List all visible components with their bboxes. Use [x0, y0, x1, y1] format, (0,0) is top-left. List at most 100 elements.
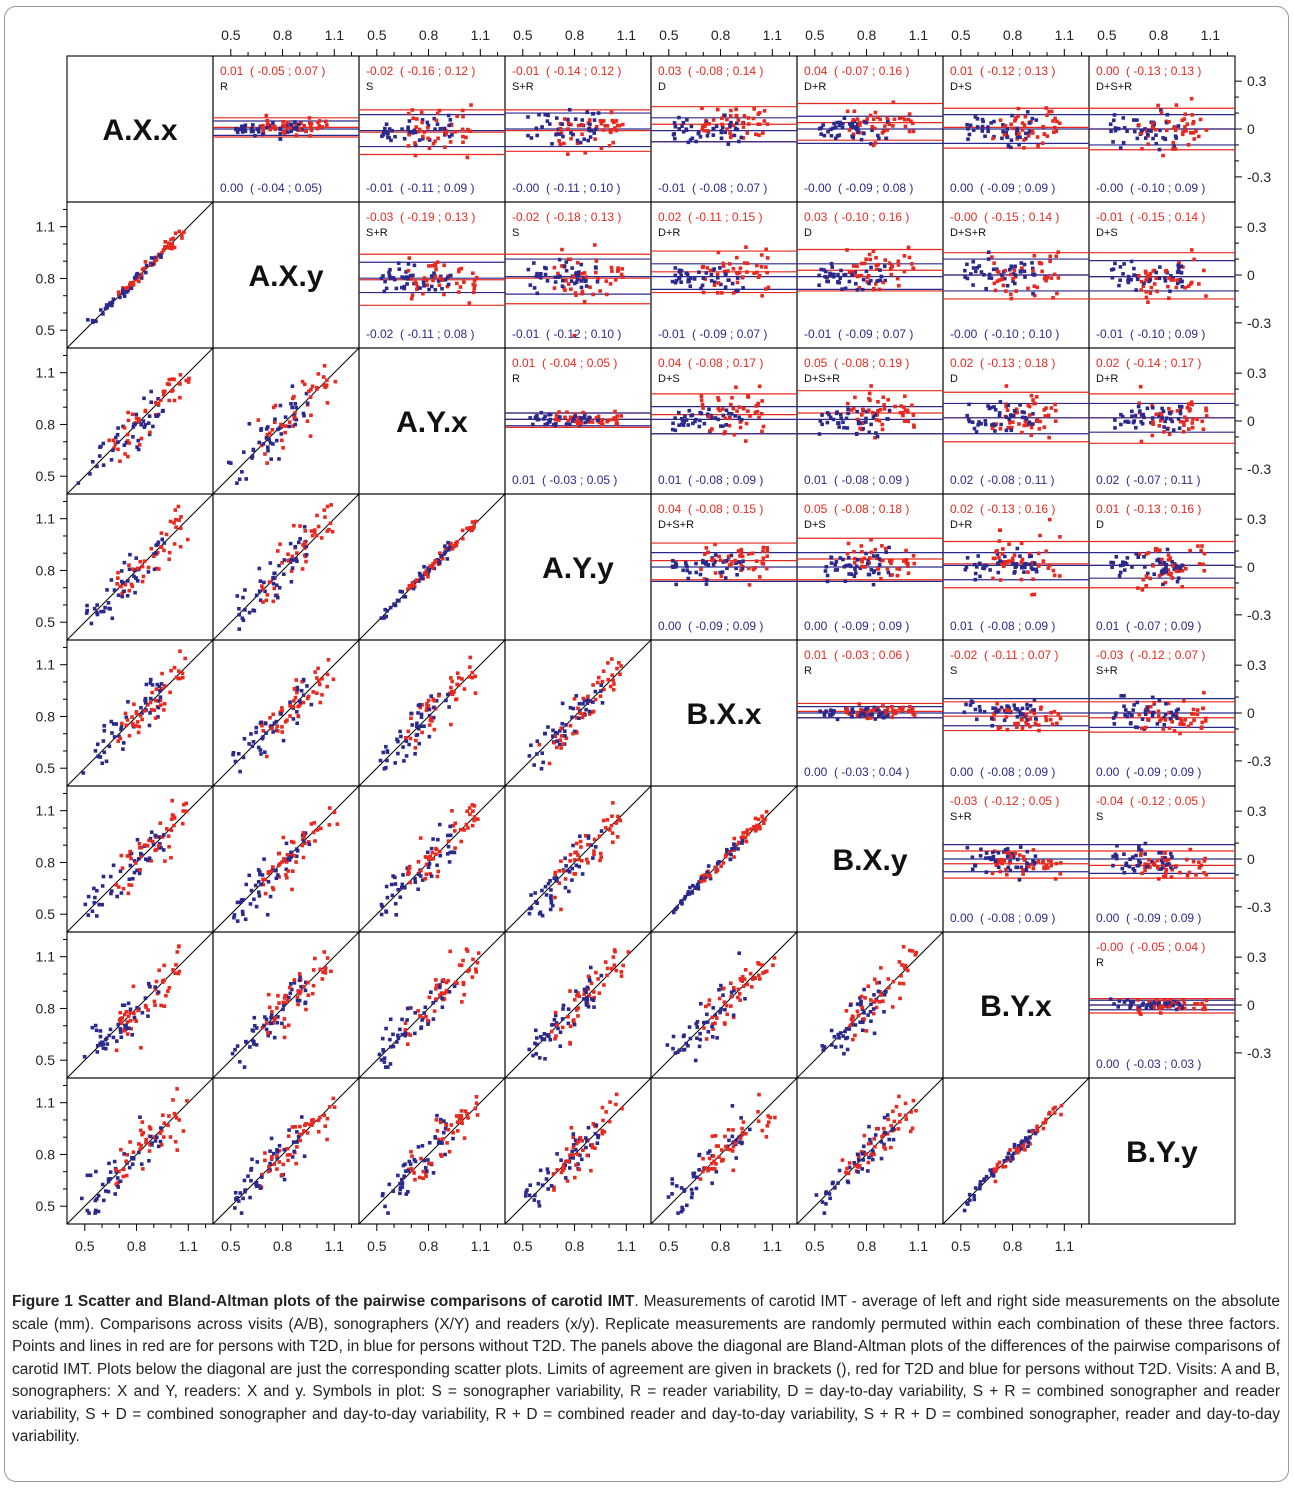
scatter-point [885, 1113, 890, 1117]
scatter-point [732, 836, 737, 841]
difference-point [992, 405, 996, 409]
scatter-point [1016, 1148, 1020, 1153]
scatter-point [463, 1109, 468, 1113]
scatter-point [568, 852, 573, 857]
difference-point [559, 131, 564, 136]
scatter-point [147, 723, 152, 728]
scatter-point [172, 1111, 177, 1116]
difference-point [1163, 269, 1168, 274]
difference-point [383, 279, 387, 284]
scatter-point [399, 885, 404, 890]
difference-point [972, 426, 977, 431]
difference-point [1134, 288, 1138, 292]
scatter-point [259, 882, 263, 887]
scatter-point [274, 868, 278, 873]
scatter-point [557, 742, 562, 747]
scatter-point [559, 907, 563, 912]
scatter-point [263, 721, 268, 726]
scatter-panel [358, 639, 506, 787]
scatter-point [547, 761, 552, 766]
scatter-point [546, 1187, 550, 1191]
difference-point [1014, 289, 1019, 293]
difference-point [390, 128, 394, 133]
scatter-point [264, 1027, 269, 1032]
scatter-point [449, 685, 453, 690]
scatter-point [434, 983, 439, 988]
difference-point [379, 276, 384, 281]
scatter-point [273, 1016, 278, 1020]
x-tick-label: 1.1 [617, 1238, 637, 1254]
right-tick-label: 0.3 [1247, 73, 1267, 89]
top-tick-label: 1.1 [325, 27, 345, 43]
scatter-point [473, 691, 478, 695]
scatter-point [110, 303, 114, 308]
scatter-point [1026, 1140, 1031, 1144]
scatter-point [159, 398, 163, 403]
scatter-point [866, 984, 871, 988]
scatter-point [427, 568, 432, 573]
scatter-point [568, 723, 573, 728]
difference-point [1120, 414, 1125, 419]
difference-point [294, 127, 299, 131]
difference-point [690, 136, 695, 141]
scatter-point [581, 696, 586, 701]
difference-point [705, 133, 710, 138]
difference-point [875, 279, 879, 283]
difference-point [727, 411, 731, 416]
difference-point [902, 117, 907, 122]
scatter-point [301, 831, 306, 835]
scatter-point [142, 559, 147, 564]
difference-point [1139, 288, 1143, 292]
scatter-point [265, 912, 270, 917]
scatter-point [115, 581, 119, 586]
x-tick-label: 0.5 [659, 1238, 679, 1254]
scatter-point [278, 862, 282, 866]
difference-point [582, 299, 587, 304]
scatter-point [994, 1167, 998, 1172]
scatter-point [396, 739, 400, 744]
scatter-point [758, 826, 762, 831]
scatter-point [136, 417, 141, 421]
difference-point [461, 114, 465, 119]
scatter-point [324, 383, 329, 387]
scatter-point [112, 735, 117, 739]
scatter-point [404, 1192, 409, 1196]
scatter-point [856, 1158, 861, 1162]
scatter-point [380, 904, 385, 909]
difference-point [1004, 415, 1009, 420]
scatter-point [101, 312, 105, 316]
difference-point [761, 131, 765, 135]
scatter-point [772, 956, 777, 960]
scatter-point [419, 1156, 423, 1161]
difference-point [906, 410, 910, 414]
scatter-point [402, 594, 406, 599]
scatter-point [470, 670, 475, 675]
difference-point [1017, 131, 1021, 136]
scatter-point [115, 432, 120, 437]
scatter-point [571, 1145, 576, 1150]
difference-point [997, 411, 1002, 415]
scatter-point [126, 410, 130, 415]
identity-line [358, 639, 506, 787]
red-limits-label: -0.00 ( -0.15 ; 0.14 ) [950, 210, 1059, 224]
difference-point [691, 421, 695, 426]
scatter-point [267, 431, 272, 436]
scatter-point [427, 1140, 432, 1145]
scatter-point [853, 1033, 857, 1038]
scatter-panel [358, 785, 506, 933]
difference-point [558, 142, 563, 147]
difference-point [873, 110, 878, 115]
difference-point [574, 419, 578, 424]
difference-point [995, 279, 1000, 283]
scatter-point [574, 850, 578, 855]
difference-point [851, 118, 856, 122]
difference-point [701, 290, 706, 295]
difference-point [240, 130, 245, 134]
difference-point [967, 419, 972, 424]
difference-point [1000, 136, 1004, 141]
identity-line [212, 639, 360, 787]
difference-point [1030, 261, 1034, 265]
difference-point [835, 410, 839, 414]
scatter-point [550, 1023, 554, 1027]
scatter-point [738, 998, 743, 1003]
